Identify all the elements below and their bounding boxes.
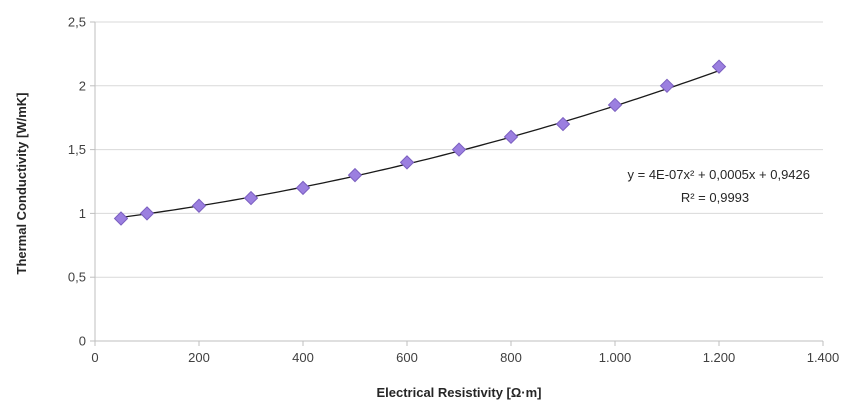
x-axis-ticks: 0 200 400 600 800 1.000 1.200 1.400 <box>91 341 839 365</box>
x-tick-label: 200 <box>188 350 210 365</box>
data-point <box>347 167 363 183</box>
data-point <box>243 190 259 206</box>
data-point <box>113 211 129 226</box>
y-axis-ticks: 0 0,5 1 1,5 2 2,5 <box>68 15 95 349</box>
data-point <box>555 116 571 132</box>
x-tick-label: 0 <box>91 350 98 365</box>
data-point <box>711 59 727 74</box>
y-tick-label: 2 <box>79 78 86 93</box>
axes <box>94 22 823 342</box>
y-tick-label: 0,5 <box>68 270 86 285</box>
x-tick-label: 1.400 <box>807 350 840 365</box>
data-point <box>607 97 623 113</box>
y-tick-label: 1 <box>79 206 86 221</box>
data-point <box>503 129 519 145</box>
data-point <box>451 142 467 157</box>
trendline-r-squared: R² = 0,9993 <box>681 190 749 205</box>
data-point <box>139 206 155 221</box>
x-tick-label: 400 <box>292 350 314 365</box>
x-tick-label: 800 <box>500 350 522 365</box>
data-point <box>399 155 415 170</box>
data-point <box>295 180 311 196</box>
y-tick-label: 2,5 <box>68 15 86 30</box>
x-tick-label: 1.000 <box>599 350 632 365</box>
data-points <box>113 59 727 226</box>
trendline-equation: y = 4E-07x² + 0,0005x + 0,9426 <box>628 167 811 182</box>
x-tick-label: 600 <box>396 350 418 365</box>
data-point <box>659 78 675 94</box>
y-tick-label: 0 <box>79 334 86 349</box>
y-axis-title: Thermal Conductivity [W/mK] <box>14 92 29 274</box>
y-tick-label: 1,5 <box>68 142 86 157</box>
x-axis-title: Electrical Resistivity [Ω·m] <box>376 385 541 400</box>
data-point <box>191 198 207 213</box>
x-tick-label: 1.200 <box>703 350 736 365</box>
trendline <box>120 70 720 219</box>
